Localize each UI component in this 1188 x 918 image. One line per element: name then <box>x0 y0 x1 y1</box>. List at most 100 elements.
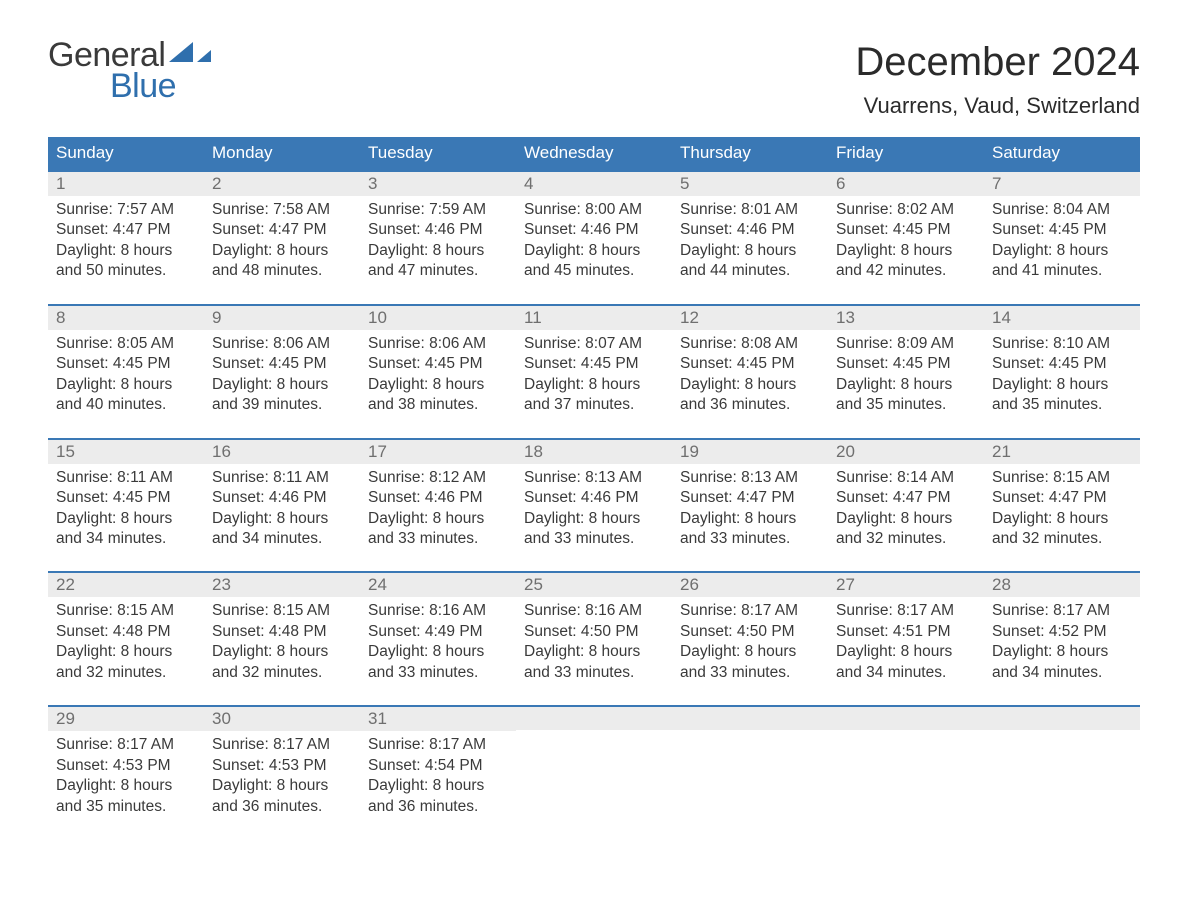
sunset-line: Sunset: 4:45 PM <box>56 488 196 508</box>
day-number: 27 <box>828 573 984 597</box>
day-details: Sunrise: 8:11 AMSunset: 4:46 PMDaylight:… <box>204 464 360 550</box>
daylight-line: Daylight: 8 hours and 33 minutes. <box>680 509 820 550</box>
day-number: 15 <box>48 440 204 464</box>
calendar-week: 29Sunrise: 8:17 AMSunset: 4:53 PMDayligh… <box>48 705 1140 817</box>
day-details: Sunrise: 8:13 AMSunset: 4:47 PMDaylight:… <box>672 464 828 550</box>
calendar-week: 8Sunrise: 8:05 AMSunset: 4:45 PMDaylight… <box>48 304 1140 416</box>
daylight-line: Daylight: 8 hours and 48 minutes. <box>212 241 352 282</box>
sunset-line: Sunset: 4:53 PM <box>56 756 196 776</box>
sunset-line: Sunset: 4:45 PM <box>524 354 664 374</box>
daylight-line: Daylight: 8 hours and 33 minutes. <box>680 642 820 683</box>
calendar-week: 15Sunrise: 8:11 AMSunset: 4:45 PMDayligh… <box>48 438 1140 550</box>
day-details: Sunrise: 8:07 AMSunset: 4:45 PMDaylight:… <box>516 330 672 416</box>
day-number <box>828 707 984 730</box>
sunset-line: Sunset: 4:45 PM <box>992 354 1132 374</box>
brand-logo: General Blue <box>48 36 213 106</box>
calendar-day: 11Sunrise: 8:07 AMSunset: 4:45 PMDayligh… <box>516 306 672 416</box>
sunset-line: Sunset: 4:45 PM <box>836 354 976 374</box>
calendar-day: 31Sunrise: 8:17 AMSunset: 4:54 PMDayligh… <box>360 707 516 817</box>
day-details: Sunrise: 8:05 AMSunset: 4:45 PMDaylight:… <box>48 330 204 416</box>
calendar-day: 30Sunrise: 8:17 AMSunset: 4:53 PMDayligh… <box>204 707 360 817</box>
sunrise-line: Sunrise: 8:13 AM <box>524 468 664 488</box>
sunset-line: Sunset: 4:46 PM <box>368 488 508 508</box>
sunrise-line: Sunrise: 8:11 AM <box>212 468 352 488</box>
day-details: Sunrise: 8:06 AMSunset: 4:45 PMDaylight:… <box>360 330 516 416</box>
weekday-header: Thursday <box>672 137 828 170</box>
calendar-day <box>672 707 828 817</box>
calendar-day: 8Sunrise: 8:05 AMSunset: 4:45 PMDaylight… <box>48 306 204 416</box>
sunrise-line: Sunrise: 7:57 AM <box>56 200 196 220</box>
calendar-day: 26Sunrise: 8:17 AMSunset: 4:50 PMDayligh… <box>672 573 828 683</box>
day-details: Sunrise: 8:15 AMSunset: 4:48 PMDaylight:… <box>48 597 204 683</box>
weekday-header: Monday <box>204 137 360 170</box>
day-details <box>672 730 828 734</box>
day-number: 12 <box>672 306 828 330</box>
daylight-line: Daylight: 8 hours and 42 minutes. <box>836 241 976 282</box>
daylight-line: Daylight: 8 hours and 32 minutes. <box>56 642 196 683</box>
day-number <box>516 707 672 730</box>
sunset-line: Sunset: 4:45 PM <box>56 354 196 374</box>
daylight-line: Daylight: 8 hours and 34 minutes. <box>992 642 1132 683</box>
sunset-line: Sunset: 4:48 PM <box>212 622 352 642</box>
sunset-line: Sunset: 4:46 PM <box>524 220 664 240</box>
daylight-line: Daylight: 8 hours and 36 minutes. <box>212 776 352 817</box>
day-number: 16 <box>204 440 360 464</box>
sunset-line: Sunset: 4:46 PM <box>212 488 352 508</box>
day-details: Sunrise: 8:17 AMSunset: 4:54 PMDaylight:… <box>360 731 516 817</box>
daylight-line: Daylight: 8 hours and 32 minutes. <box>836 509 976 550</box>
daylight-line: Daylight: 8 hours and 33 minutes. <box>368 509 508 550</box>
sunrise-line: Sunrise: 7:58 AM <box>212 200 352 220</box>
daylight-line: Daylight: 8 hours and 34 minutes. <box>212 509 352 550</box>
day-details: Sunrise: 8:00 AMSunset: 4:46 PMDaylight:… <box>516 196 672 282</box>
sunset-line: Sunset: 4:50 PM <box>524 622 664 642</box>
day-number: 26 <box>672 573 828 597</box>
day-number <box>672 707 828 730</box>
daylight-line: Daylight: 8 hours and 32 minutes. <box>212 642 352 683</box>
calendar-day: 18Sunrise: 8:13 AMSunset: 4:46 PMDayligh… <box>516 440 672 550</box>
day-details: Sunrise: 8:16 AMSunset: 4:50 PMDaylight:… <box>516 597 672 683</box>
sunrise-line: Sunrise: 8:11 AM <box>56 468 196 488</box>
day-details: Sunrise: 7:59 AMSunset: 4:46 PMDaylight:… <box>360 196 516 282</box>
brand-word-2: Blue <box>110 67 213 106</box>
calendar-day: 3Sunrise: 7:59 AMSunset: 4:46 PMDaylight… <box>360 172 516 282</box>
calendar-day: 20Sunrise: 8:14 AMSunset: 4:47 PMDayligh… <box>828 440 984 550</box>
sunrise-line: Sunrise: 8:07 AM <box>524 334 664 354</box>
sunrise-line: Sunrise: 8:05 AM <box>56 334 196 354</box>
calendar-day: 14Sunrise: 8:10 AMSunset: 4:45 PMDayligh… <box>984 306 1140 416</box>
page-subtitle: Vuarrens, Vaud, Switzerland <box>855 93 1140 119</box>
daylight-line: Daylight: 8 hours and 37 minutes. <box>524 375 664 416</box>
daylight-line: Daylight: 8 hours and 32 minutes. <box>992 509 1132 550</box>
day-details <box>828 730 984 734</box>
calendar-day: 2Sunrise: 7:58 AMSunset: 4:47 PMDaylight… <box>204 172 360 282</box>
daylight-line: Daylight: 8 hours and 39 minutes. <box>212 375 352 416</box>
calendar-day: 29Sunrise: 8:17 AMSunset: 4:53 PMDayligh… <box>48 707 204 817</box>
calendar-day: 16Sunrise: 8:11 AMSunset: 4:46 PMDayligh… <box>204 440 360 550</box>
day-details: Sunrise: 8:12 AMSunset: 4:46 PMDaylight:… <box>360 464 516 550</box>
day-number: 6 <box>828 172 984 196</box>
calendar-day: 17Sunrise: 8:12 AMSunset: 4:46 PMDayligh… <box>360 440 516 550</box>
sunset-line: Sunset: 4:53 PM <box>212 756 352 776</box>
daylight-line: Daylight: 8 hours and 35 minutes. <box>836 375 976 416</box>
day-number: 30 <box>204 707 360 731</box>
calendar-day: 28Sunrise: 8:17 AMSunset: 4:52 PMDayligh… <box>984 573 1140 683</box>
day-number: 18 <box>516 440 672 464</box>
day-number: 29 <box>48 707 204 731</box>
sunset-line: Sunset: 4:54 PM <box>368 756 508 776</box>
daylight-line: Daylight: 8 hours and 40 minutes. <box>56 375 196 416</box>
weekday-header: Saturday <box>984 137 1140 170</box>
sunset-line: Sunset: 4:47 PM <box>836 488 976 508</box>
sunset-line: Sunset: 4:45 PM <box>992 220 1132 240</box>
sunrise-line: Sunrise: 8:15 AM <box>212 601 352 621</box>
calendar-day: 21Sunrise: 8:15 AMSunset: 4:47 PMDayligh… <box>984 440 1140 550</box>
daylight-line: Daylight: 8 hours and 44 minutes. <box>680 241 820 282</box>
sunrise-line: Sunrise: 8:10 AM <box>992 334 1132 354</box>
day-number: 13 <box>828 306 984 330</box>
calendar-day: 12Sunrise: 8:08 AMSunset: 4:45 PMDayligh… <box>672 306 828 416</box>
weekday-header: Friday <box>828 137 984 170</box>
day-number: 19 <box>672 440 828 464</box>
calendar-day: 19Sunrise: 8:13 AMSunset: 4:47 PMDayligh… <box>672 440 828 550</box>
day-number: 22 <box>48 573 204 597</box>
calendar-week: 1Sunrise: 7:57 AMSunset: 4:47 PMDaylight… <box>48 170 1140 282</box>
day-number: 21 <box>984 440 1140 464</box>
daylight-line: Daylight: 8 hours and 38 minutes. <box>368 375 508 416</box>
